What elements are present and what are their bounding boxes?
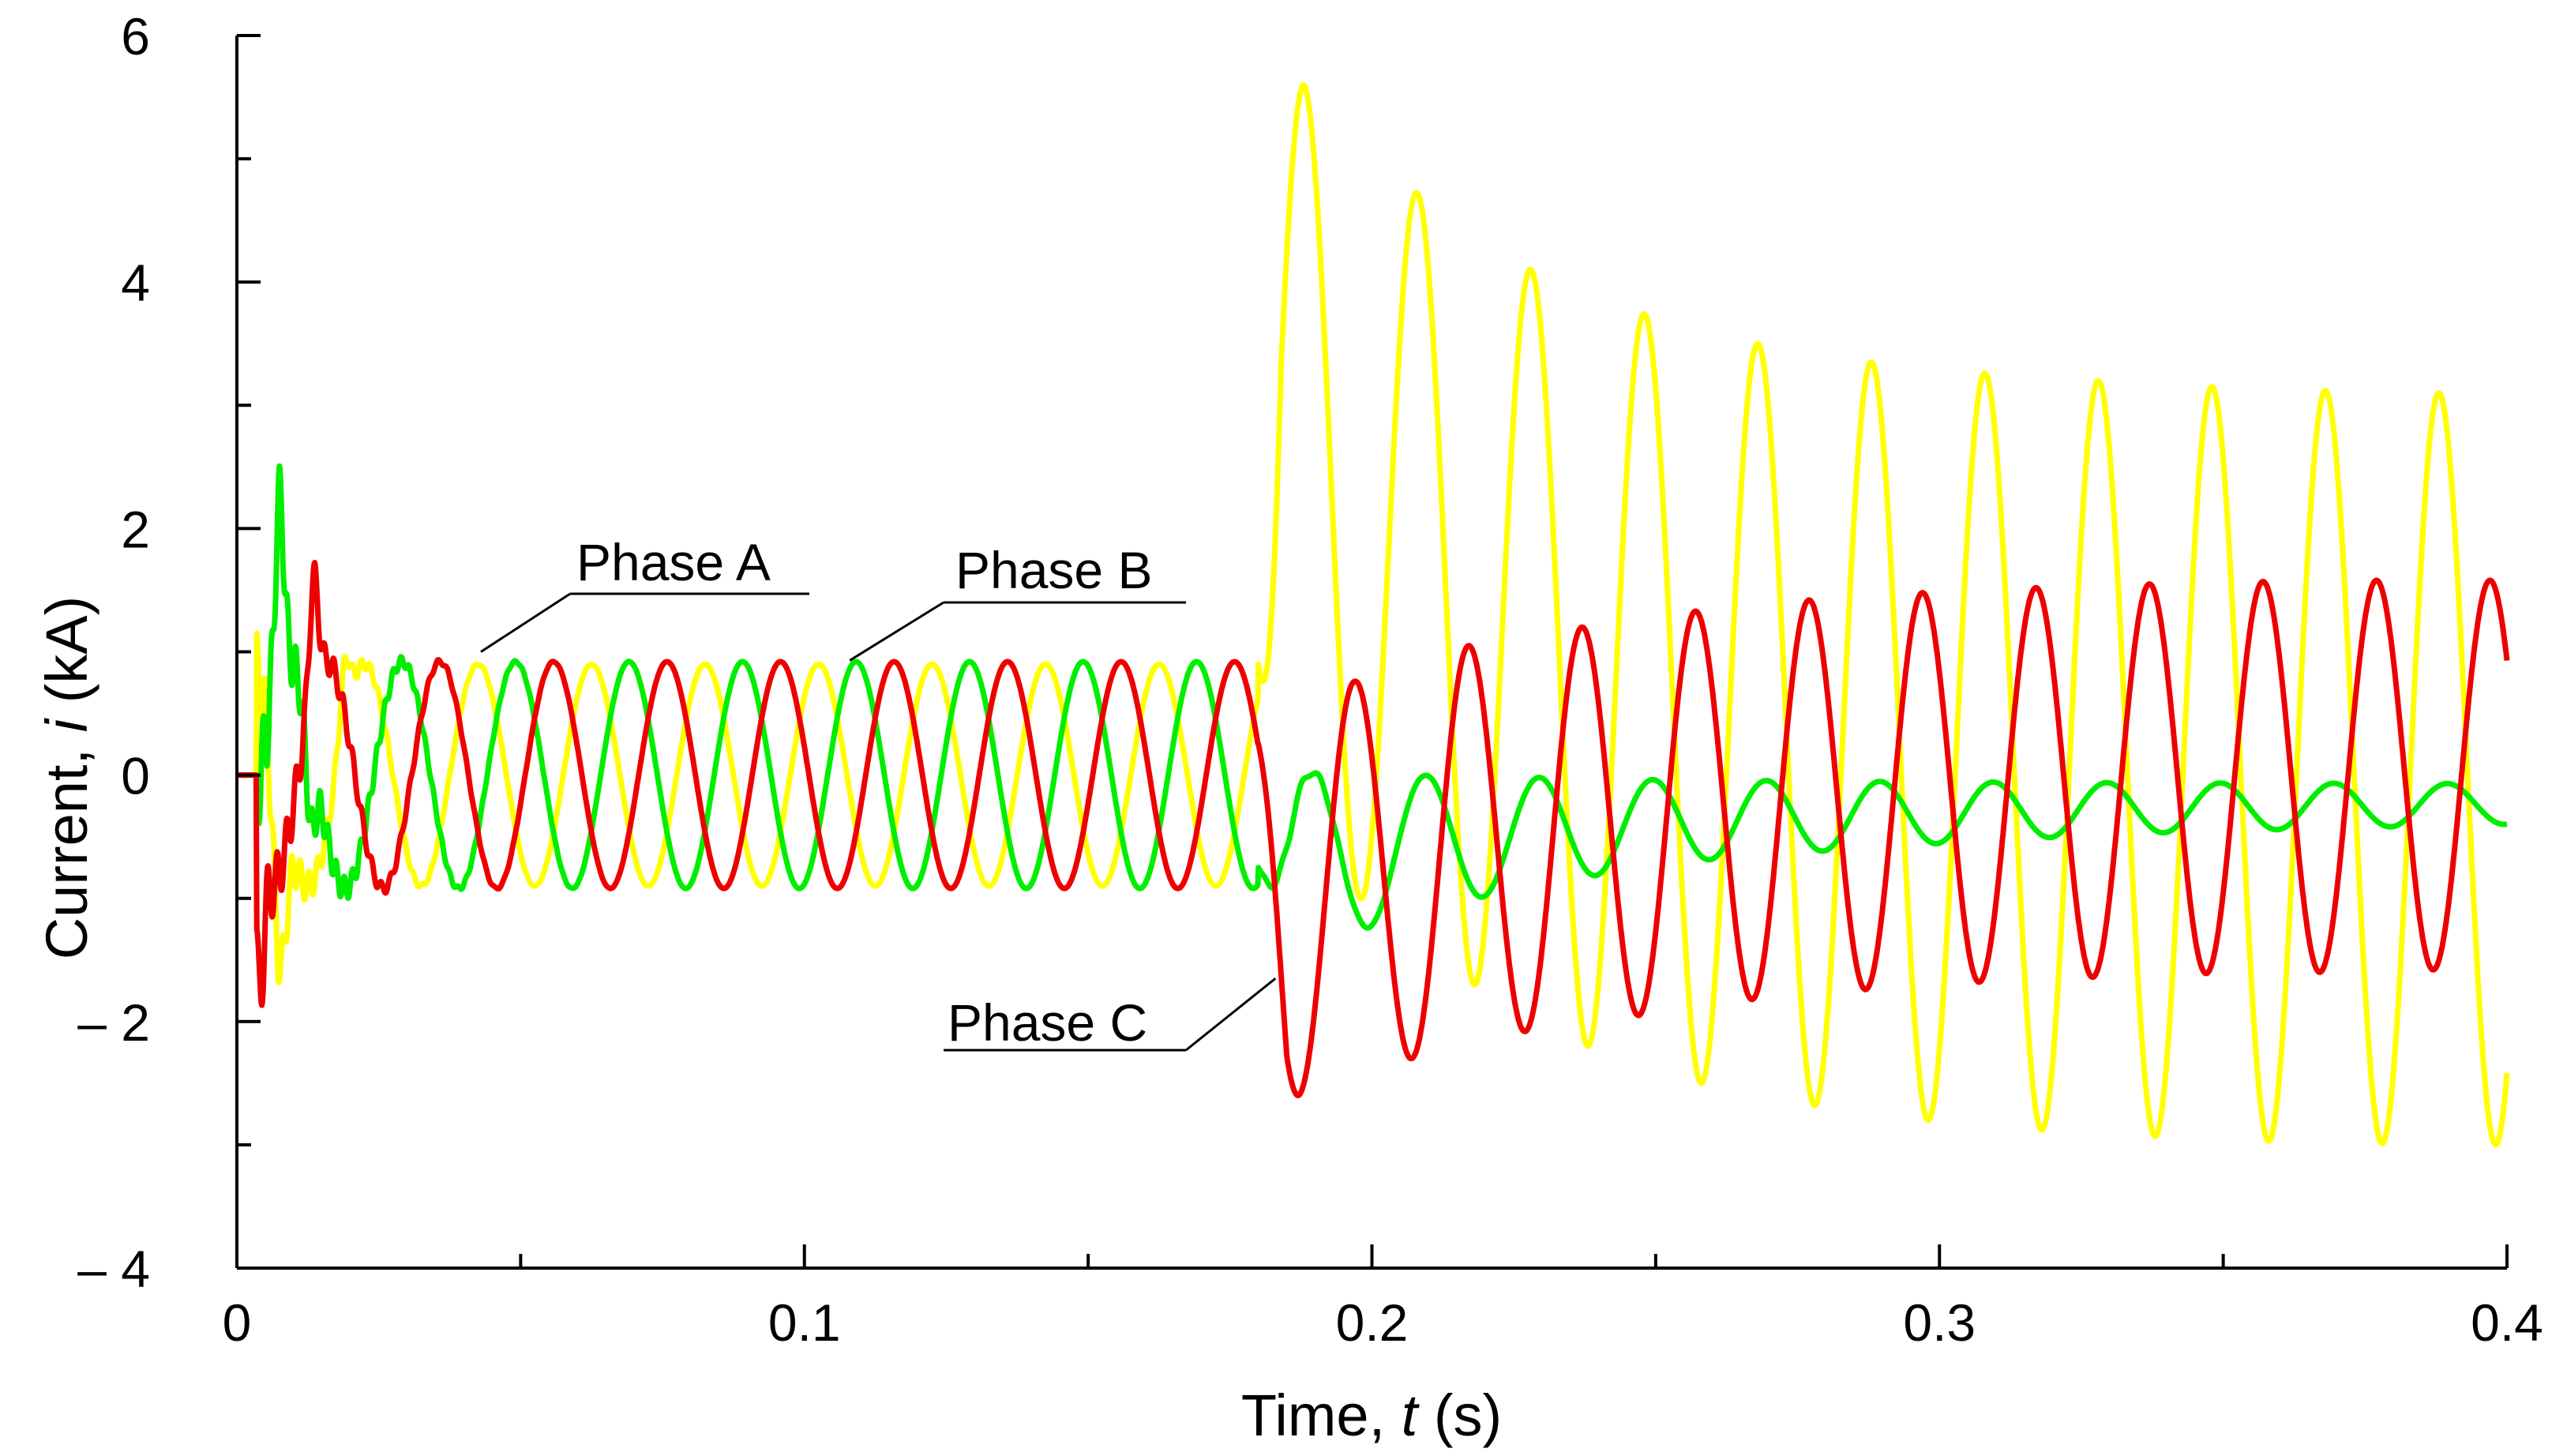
callout-leader (480, 592, 571, 653)
series-line-phase-c (235, 560, 2510, 1098)
x-tick-label: 0.3 (1903, 1293, 1976, 1352)
annotation-layer: Phase A Phase B Phase C (480, 533, 1277, 1052)
series-line-phase-a (235, 81, 2510, 1148)
x-tick-label: 0 (223, 1293, 252, 1352)
callout-leader (1185, 977, 1277, 1052)
callout-label: Phase B (955, 541, 1153, 599)
callout-leader (849, 601, 944, 662)
y-tick-label: 0 (121, 747, 150, 805)
callout-label: Phase C (948, 993, 1147, 1052)
x-tick-label: 0.1 (768, 1293, 841, 1352)
ticks-layer: 0 0.1 0.2 0.3 0.4 – 4 – 2 0 2 4 6 (77, 7, 2543, 1352)
y-axis-title: Current, i (kA) (34, 596, 99, 960)
x-axis-title: Time, t (s) (1241, 1383, 1502, 1448)
y-tick-label: – 4 (77, 1240, 150, 1298)
series-line-phase-b (235, 463, 2509, 931)
callout-label: Phase A (576, 533, 771, 591)
x-tick-label: 0.4 (2471, 1293, 2543, 1352)
y-tick-label: 2 (121, 500, 150, 558)
y-tick-label: 6 (121, 7, 150, 66)
y-tick-label: 4 (121, 253, 150, 312)
series-layer (235, 81, 2510, 1148)
y-tick-label: – 2 (77, 993, 150, 1052)
x-tick-label: 0.2 (1336, 1293, 1409, 1352)
